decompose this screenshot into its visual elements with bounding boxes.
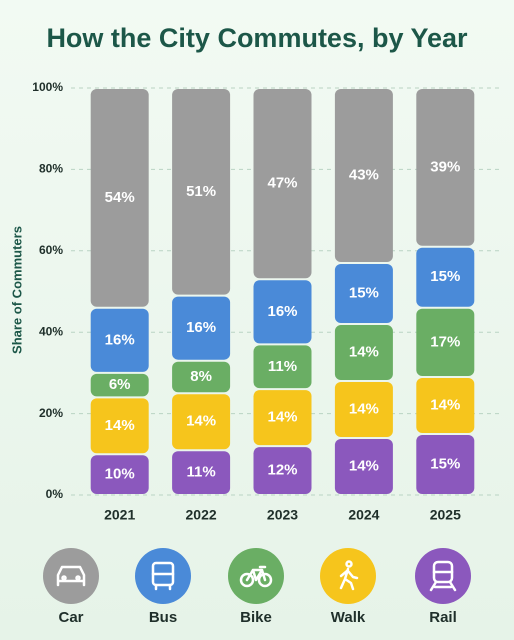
legend-label: Walk <box>331 609 366 626</box>
y-tick-label: 60% <box>39 243 63 257</box>
bar-segment <box>90 373 149 397</box>
bar-segment <box>172 394 231 450</box>
data-label: 15% <box>349 285 379 302</box>
y-tick-label: 100% <box>32 80 63 94</box>
data-label: 17% <box>430 333 460 350</box>
x-tick-label: 2023 <box>267 507 298 523</box>
x-tick-label: 2021 <box>104 507 135 523</box>
legend-swatch <box>135 548 191 604</box>
data-label: 14% <box>430 396 460 413</box>
legend-label: Bus <box>149 609 177 626</box>
bar-segment <box>253 280 312 344</box>
data-label: 14% <box>349 457 379 474</box>
bar-segment <box>90 308 149 372</box>
data-label: 15% <box>430 455 460 472</box>
x-tick-label: 2024 <box>348 507 379 523</box>
bar-segment <box>172 451 231 494</box>
bar-segment <box>253 89 312 279</box>
data-label: 14% <box>186 413 216 430</box>
data-label: 43% <box>349 166 379 183</box>
legend-label: Car <box>58 609 83 626</box>
data-label: 6% <box>109 376 131 393</box>
bar-segment <box>416 377 475 433</box>
bar-segment <box>334 325 393 381</box>
data-label: 12% <box>267 462 297 479</box>
legend-swatch <box>43 548 99 604</box>
bar-segment <box>334 382 393 438</box>
legend-swatch <box>320 548 376 604</box>
data-label: 15% <box>430 268 460 285</box>
bar-segment <box>416 89 475 246</box>
chart-title: How the City Commutes, by Year <box>46 23 468 53</box>
rail-icon <box>429 560 457 592</box>
bar-segment <box>172 361 231 393</box>
y-axis-title: Share of Commuters <box>9 226 24 354</box>
data-label: 14% <box>105 417 135 434</box>
data-label: 16% <box>186 319 216 336</box>
x-tick-label: 2022 <box>186 507 217 523</box>
bar-segment <box>253 447 312 494</box>
bar-segment <box>334 264 393 324</box>
bar-segment <box>416 308 475 376</box>
bar-segment <box>416 247 475 307</box>
data-label: 39% <box>430 158 460 175</box>
y-tick-label: 0% <box>46 487 64 501</box>
y-tick-label: 40% <box>39 324 63 338</box>
data-label: 14% <box>349 400 379 417</box>
bar-segment <box>253 345 312 389</box>
data-label: 14% <box>267 409 297 426</box>
data-label: 54% <box>105 189 135 206</box>
bar-segment <box>90 455 149 494</box>
legend-label: Rail <box>429 609 457 626</box>
bar-segment <box>334 439 393 494</box>
walk-icon <box>339 560 359 591</box>
bar-segment <box>416 434 475 494</box>
bar-segment <box>334 89 393 263</box>
data-label: 11% <box>268 358 297 375</box>
y-tick-label: 20% <box>39 406 63 420</box>
bar-segment <box>172 296 231 360</box>
car-icon <box>56 565 86 587</box>
bike-icon <box>239 565 273 588</box>
data-label: 8% <box>190 368 212 385</box>
bus-icon <box>151 561 175 591</box>
data-label: 14% <box>349 344 379 361</box>
legend-icons <box>43 548 471 604</box>
y-tick-label: 80% <box>39 162 63 176</box>
legend-swatch <box>415 548 471 604</box>
data-label: 47% <box>267 175 297 192</box>
data-label: 10% <box>105 466 135 483</box>
data-label: 16% <box>105 331 135 348</box>
bar-segment <box>90 89 149 307</box>
bar-segment <box>172 89 231 295</box>
x-tick-label: 2025 <box>430 507 461 523</box>
data-label: 16% <box>267 303 297 320</box>
bar-segment <box>90 398 149 454</box>
legend-label: Bike <box>240 609 272 626</box>
data-label: 51% <box>186 183 216 200</box>
bar-segment <box>253 390 312 446</box>
data-label: 11% <box>186 464 215 481</box>
